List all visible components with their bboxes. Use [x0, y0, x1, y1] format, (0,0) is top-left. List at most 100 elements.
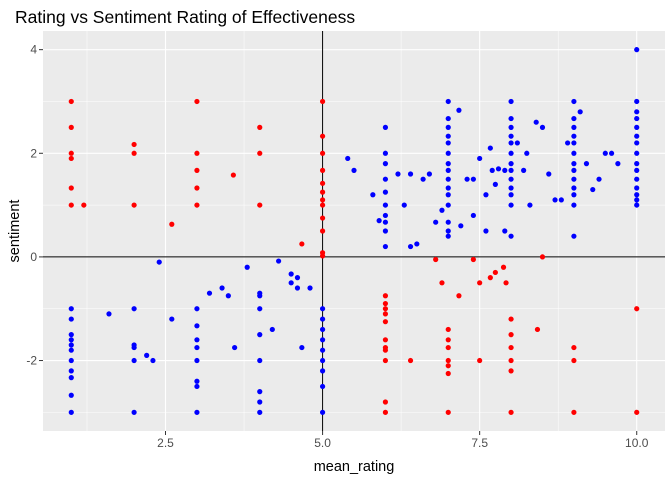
data-point-blue [68, 368, 74, 374]
data-point-blue [257, 409, 263, 415]
data-point-blue [131, 409, 137, 415]
data-point-blue [514, 140, 520, 146]
data-point-blue [634, 140, 640, 146]
data-point-red [319, 202, 326, 208]
data-point-blue [206, 290, 213, 296]
data-point-red [382, 347, 389, 353]
data-point-blue [445, 233, 451, 239]
data-point-blue [571, 202, 577, 208]
data-point-red [492, 269, 498, 276]
data-point-red [319, 167, 326, 173]
data-point-red [194, 150, 200, 156]
data-point-blue [508, 133, 514, 139]
data-point-blue [232, 344, 238, 351]
data-point-red [81, 202, 87, 208]
data-point-blue [106, 311, 112, 317]
data-point-blue [470, 176, 476, 182]
data-point-blue [319, 368, 326, 374]
data-point-blue [634, 176, 640, 182]
data-point-blue [257, 399, 263, 405]
data-point-blue [382, 176, 389, 182]
data-point-red [445, 326, 451, 333]
data-point-blue [68, 337, 74, 343]
data-point-red [68, 202, 74, 208]
x-tick-label: 5.0 [314, 436, 331, 450]
data-point-red [508, 316, 514, 322]
data-point-red [445, 344, 451, 351]
data-point-blue [194, 357, 200, 364]
data-point-blue [299, 344, 305, 351]
data-point-blue [508, 185, 514, 191]
data-point-blue [508, 233, 514, 239]
data-point-red [634, 409, 640, 415]
x-axis-title: mean_rating [314, 459, 395, 475]
data-point-red [539, 254, 546, 260]
data-point-blue [319, 357, 326, 364]
data-point-blue [533, 119, 539, 125]
data-point-blue [144, 352, 150, 358]
data-point-blue [150, 357, 156, 364]
data-point-blue [502, 228, 508, 234]
data-point-blue [508, 167, 514, 173]
data-point-blue [577, 109, 583, 115]
data-point-red [319, 197, 326, 203]
data-point-blue [68, 332, 74, 338]
data-point-blue [382, 219, 389, 225]
data-point-blue [257, 389, 263, 395]
data-point-blue [433, 219, 439, 225]
data-point-blue [294, 275, 301, 281]
y-axis-ticks: -2 0 2 4 [26, 43, 43, 368]
data-point-blue [492, 181, 498, 187]
data-point-blue [571, 124, 577, 130]
data-point-blue [571, 176, 577, 182]
data-point-red [319, 98, 326, 105]
data-point-blue [524, 150, 530, 156]
data-point-blue [483, 192, 489, 198]
data-point-blue [194, 323, 200, 329]
data-point-blue [571, 233, 577, 239]
data-point-blue [508, 140, 514, 146]
minor-gridlines [43, 31, 665, 431]
data-point-red [319, 228, 326, 234]
data-point-blue [571, 192, 577, 198]
data-point-blue [68, 392, 74, 398]
data-point-blue [257, 306, 263, 312]
data-point-blue [382, 243, 389, 250]
data-point-blue [539, 124, 546, 130]
data-point-blue [508, 124, 514, 130]
data-point-red [487, 275, 493, 281]
data-point-blue [483, 228, 489, 234]
data-point-red [169, 221, 175, 227]
data-point-red [257, 124, 263, 130]
chart-title: Rating vs Sentiment Rating of Effectiven… [15, 7, 355, 27]
data-point-blue [219, 285, 225, 291]
data-point-blue [194, 306, 200, 312]
data-point-blue [456, 107, 462, 113]
data-point-blue [571, 167, 577, 173]
data-point-red [382, 337, 389, 343]
data-point-blue [319, 306, 326, 312]
data-point-red [382, 319, 389, 325]
data-point-blue [634, 167, 640, 173]
data-point-blue [489, 167, 495, 173]
data-point-blue [131, 306, 137, 312]
data-point-blue [508, 98, 514, 105]
data-point-blue [615, 161, 621, 167]
data-point-red [319, 150, 326, 156]
data-point-red [503, 280, 509, 286]
data-point-blue [445, 219, 451, 225]
data-point-blue [445, 228, 451, 234]
data-point-blue [521, 167, 527, 173]
data-point-red [319, 189, 326, 195]
data-point-blue [502, 167, 508, 173]
data-point-red [433, 256, 439, 263]
data-point-blue [319, 316, 326, 322]
data-point-red [68, 124, 74, 130]
data-point-blue [558, 197, 564, 203]
data-point-blue [602, 150, 608, 156]
data-point-blue [508, 115, 514, 122]
data-point-red [131, 150, 137, 156]
data-point-red [445, 370, 451, 377]
data-point-blue [351, 167, 357, 173]
data-point-blue [257, 332, 263, 338]
